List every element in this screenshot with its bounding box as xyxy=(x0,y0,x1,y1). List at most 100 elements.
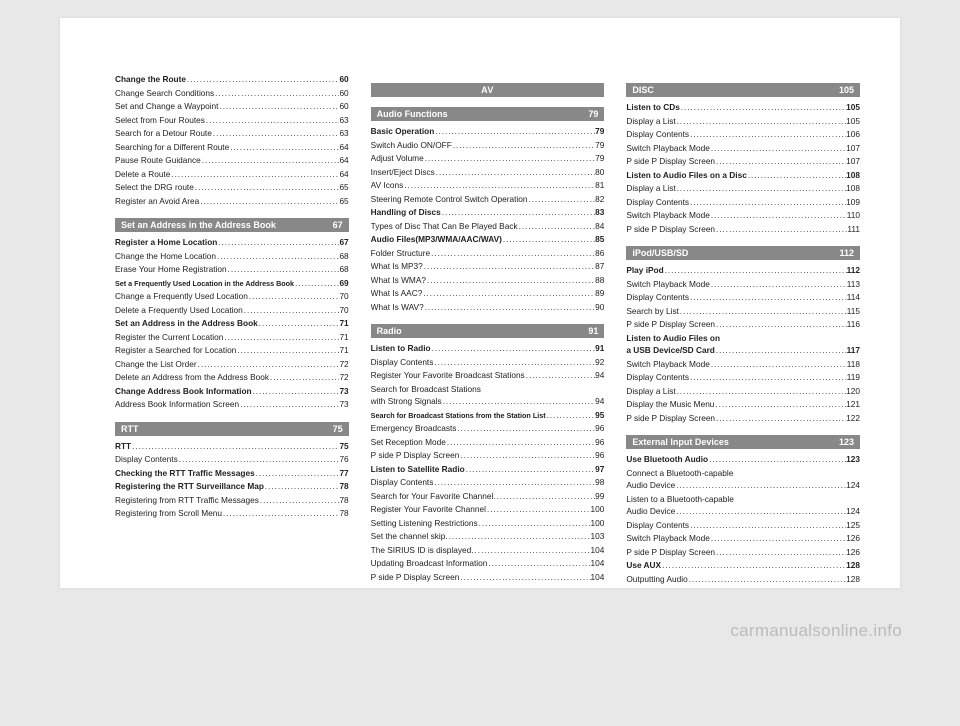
toc-entry: Change a Frequently Used Location.......… xyxy=(115,290,349,304)
toc-page-num: 128 xyxy=(846,573,860,586)
toc-leader-dots: ........................................… xyxy=(496,491,595,504)
section-page: 79 xyxy=(588,109,598,119)
toc-page-num: 71 xyxy=(339,317,348,330)
toc-page-num: 123 xyxy=(846,453,860,466)
toc-leader-dots: ........................................… xyxy=(710,210,847,223)
toc-page-num: 65 xyxy=(339,181,348,194)
toc-entry: Set and Change a Waypoint...............… xyxy=(115,100,349,114)
toc-leader-dots: ........................................… xyxy=(426,275,595,288)
toc-leader-dots: ........................................… xyxy=(212,128,340,141)
section-title: Set an Address in the Address Book xyxy=(121,220,276,230)
toc-label: Display Contents xyxy=(115,453,178,466)
toc-page-num: 99 xyxy=(595,490,604,503)
toc-entry: Search by List..........................… xyxy=(626,305,860,319)
section-header: DISC105 xyxy=(626,83,860,97)
toc-label: Change the Home Location xyxy=(115,250,216,263)
toc-entry: P side P Display Screen.................… xyxy=(626,155,860,169)
toc-label: Searching for a Different Route xyxy=(115,141,229,154)
toc-leader-dots: ........................................… xyxy=(710,279,847,292)
toc-page-num: 119 xyxy=(847,371,860,384)
toc-entry: Change Address Book Information.........… xyxy=(115,385,349,399)
toc-page-num: 69 xyxy=(339,277,348,290)
toc-entry: P side P Display Screen.................… xyxy=(626,223,860,237)
toc-leader-dots: ........................................… xyxy=(255,468,340,481)
toc-entry: Listen to CDs...........................… xyxy=(626,101,860,115)
toc-page-num: 111 xyxy=(847,223,860,236)
toc-label: Switch Playback Mode xyxy=(626,209,709,222)
toc-leader-dots: ........................................… xyxy=(525,370,595,383)
toc-label: Register the Current Location xyxy=(115,331,223,344)
toc-entry: Listen to Audio Files on xyxy=(626,332,860,345)
toc-label: Switch Audio ON/OFF xyxy=(371,139,452,152)
toc-label: Emergency Broadcasts xyxy=(371,422,457,435)
toc-page-num: 126 xyxy=(846,532,860,545)
toc-label: Play iPod xyxy=(626,264,663,277)
toc-page-num: 89 xyxy=(595,287,604,300)
toc-page-num: 126 xyxy=(846,546,860,559)
toc-entry: What Is WAV?............................… xyxy=(371,301,605,315)
toc-page-num: 96 xyxy=(595,436,604,449)
toc-entry: Display a List..........................… xyxy=(626,182,860,196)
toc-entry: Pause Route Guidance....................… xyxy=(115,154,349,168)
section-header: RTT75 xyxy=(115,422,349,436)
toc-leader-dots: ........................................… xyxy=(710,359,847,372)
toc-entry: AV Icons................................… xyxy=(371,179,605,193)
toc-page-num: 121 xyxy=(846,398,860,411)
toc-entry: Audio Device ...........................… xyxy=(626,505,860,519)
toc-leader-dots: ........................................… xyxy=(452,140,595,153)
toc-leader-dots: ........................................… xyxy=(201,155,340,168)
toc-page-num: 108 xyxy=(846,169,860,182)
toc-column-1: Change the Route........................… xyxy=(115,73,349,558)
toc-label: Set an Address in the Address Book xyxy=(115,317,258,330)
section-page: 67 xyxy=(333,220,343,230)
toc-entry: P side P Display Screen.................… xyxy=(371,449,605,463)
toc-leader-dots: ........................................… xyxy=(131,441,339,454)
toc-leader-dots: ........................................… xyxy=(715,224,847,237)
toc-entry: Switch Playback Mode....................… xyxy=(626,278,860,292)
toc-label: P side P Display Screen xyxy=(371,449,460,462)
toc-label: Register a Searched for Location xyxy=(115,344,236,357)
toc-label: Search for a Detour Route xyxy=(115,127,212,140)
toc-leader-dots: ........................................… xyxy=(252,386,340,399)
section-page: 112 xyxy=(839,248,854,258)
toc-label: Register Your Favorite Channel xyxy=(371,503,486,516)
toc-entry: Display Contents........................… xyxy=(115,453,349,467)
toc-label: Outputting Audio xyxy=(626,573,687,586)
section-title: AV xyxy=(481,85,494,95)
toc-leader-dots: ........................................… xyxy=(715,156,846,169)
toc-leader-dots: ........................................… xyxy=(424,153,595,166)
toc-page-num: 85 xyxy=(595,233,604,246)
toc-entry: P side P Display Screen.................… xyxy=(626,412,860,426)
toc-entry: Set Reception Mode......................… xyxy=(371,436,605,450)
toc-label: Select from Four Routes xyxy=(115,114,205,127)
toc-entry: Registering from Scroll Menu............… xyxy=(115,507,349,521)
toc-leader-dots: ........................................… xyxy=(229,142,339,155)
toc-label: AV Icons xyxy=(371,179,404,192)
toc-page-num: 94 xyxy=(595,369,604,382)
toc-label: Registering from Scroll Menu xyxy=(115,507,222,520)
toc-page-num: 86 xyxy=(595,247,604,260)
toc-label: Change Search Conditions xyxy=(115,87,214,100)
toc-entry: Types of Disc That Can Be Played Back...… xyxy=(371,220,605,234)
toc-leader-dots: ........................................… xyxy=(715,547,846,560)
toc-page-num: 72 xyxy=(339,371,348,384)
toc-leader-dots: ........................................… xyxy=(178,454,340,467)
toc-page-num: 75 xyxy=(339,440,348,453)
toc-label: Checking the RTT Traffic Messages xyxy=(115,467,255,480)
toc-label: Listen to Audio Files on xyxy=(626,332,720,345)
toc-label: Display Contents xyxy=(626,371,689,384)
toc-page-num: 82 xyxy=(595,193,604,206)
toc-page-num: 100 xyxy=(591,517,605,530)
toc-entry: What Is MP3?............................… xyxy=(371,260,605,274)
toc-label: Display Contents xyxy=(626,196,689,209)
toc-page-num: 117 xyxy=(847,344,860,357)
toc-entry: What Is WMA?............................… xyxy=(371,274,605,288)
toc-leader-dots: ........................................… xyxy=(456,423,595,436)
toc-leader-dots: ........................................… xyxy=(423,261,595,274)
toc-entry: Switch Playback Mode....................… xyxy=(626,358,860,372)
toc-entry: Change Search Conditions................… xyxy=(115,87,349,101)
toc-page-num: 91 xyxy=(595,342,604,355)
toc-entry: Switch Audio ON/OFF.....................… xyxy=(371,139,605,153)
toc-entry: Basic Operation.........................… xyxy=(371,125,605,139)
toc-leader-dots: ........................................… xyxy=(688,574,846,587)
